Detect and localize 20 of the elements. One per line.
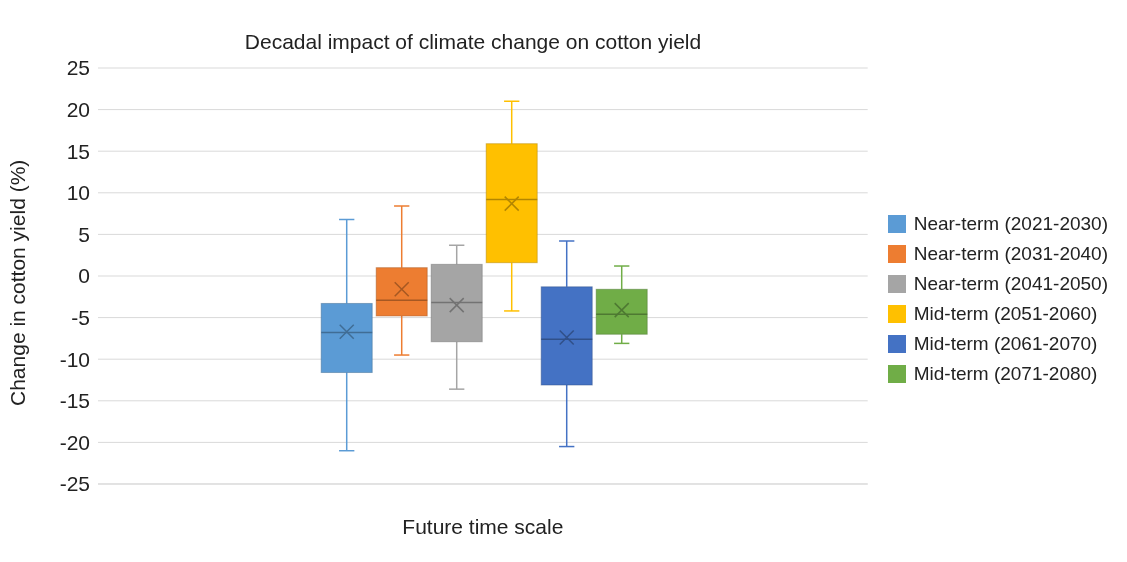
y-tick-label: -5 <box>71 306 90 330</box>
y-tick-label: 25 <box>66 56 90 80</box>
legend-label: Near-term (2021-2030) <box>913 212 1108 236</box>
chart-title: Decadal impact of climate change on cotton yield <box>243 29 703 54</box>
y-tick-label: -10 <box>59 347 90 371</box>
y-tick-label: 5 <box>78 222 90 246</box>
y-tick-label: 15 <box>66 139 90 163</box>
y-tick-label: 20 <box>66 98 90 122</box>
x-axis-title: Future time scale <box>402 515 564 538</box>
y-tick-label: 10 <box>66 181 90 205</box>
legend-label: Near-term (2031-2040) <box>913 242 1108 266</box>
legend-label: Mid-term (2061-2070) <box>913 332 1098 356</box>
legend-label: Near-term (2041-2050) <box>913 272 1108 296</box>
y-tick-label: -15 <box>59 389 90 413</box>
y-axis-title: Change in cotton yield (%) <box>6 159 30 406</box>
y-tick-label: -25 <box>59 472 90 496</box>
legend-label: Mid-term (2051-2060) <box>913 302 1098 326</box>
legend-label: Mid-term (2071-2080) <box>913 362 1098 386</box>
y-tick-label: -20 <box>59 430 90 454</box>
y-tick-label: 0 <box>78 264 90 288</box>
